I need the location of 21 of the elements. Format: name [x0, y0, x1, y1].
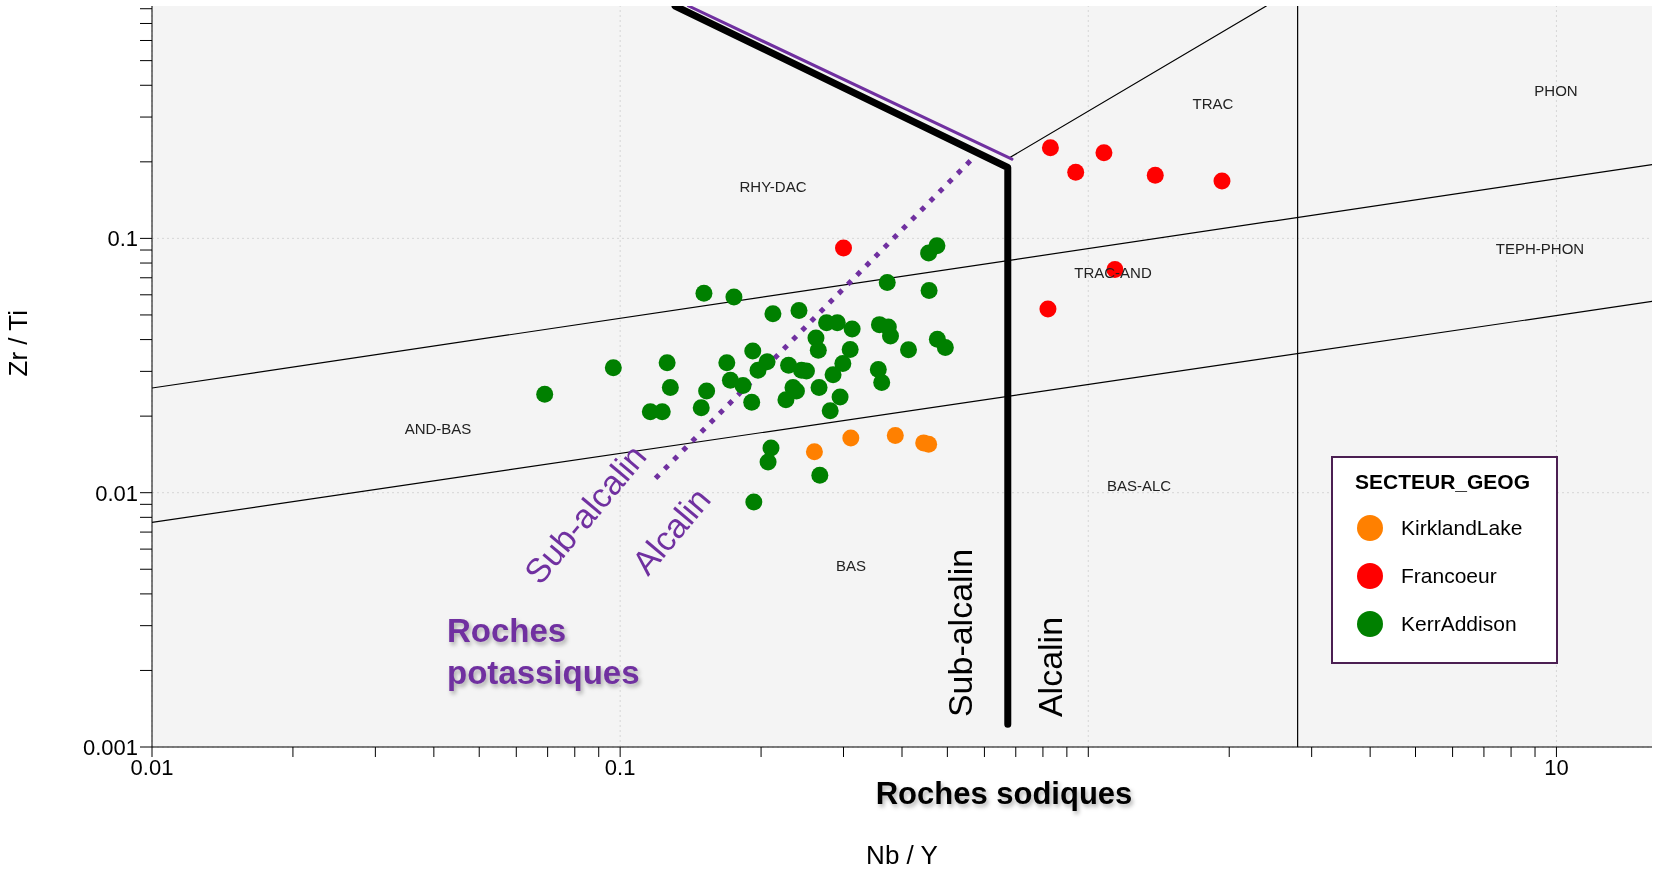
annotation: Roches potassiques: [447, 611, 640, 691]
x-tick-label: 0.1: [604, 754, 636, 780]
legend-label: KerrAddison: [1401, 612, 1517, 636]
y-axis-title: Zr / Ti: [3, 310, 34, 377]
annotation: BAS-ALC: [1106, 476, 1172, 494]
annotation: AND-BAS: [404, 419, 472, 437]
annotation: BAS: [835, 556, 867, 574]
y-tick-label: 0.01: [95, 480, 138, 506]
y-tick-label: 0.1: [107, 226, 138, 252]
legend-label: Francoeur: [1401, 564, 1497, 588]
annotation: TEPH-PHON: [1495, 239, 1585, 257]
legend-label: KirklandLake: [1401, 516, 1523, 540]
annotation: TRAC: [1192, 94, 1234, 112]
legend-title: SECTEUR_GEOG: [1355, 470, 1531, 494]
annotation: Sub-alcalin: [941, 548, 979, 718]
annotation: RHY-DAC: [739, 177, 807, 195]
annotation: PHON: [1534, 81, 1578, 99]
annotation: Alcalin: [1031, 616, 1069, 718]
x-tick-label: 10: [1544, 754, 1569, 780]
x-axis-title: Nb / Y: [866, 840, 938, 870]
text: Roches sodiques: [875, 775, 1133, 811]
